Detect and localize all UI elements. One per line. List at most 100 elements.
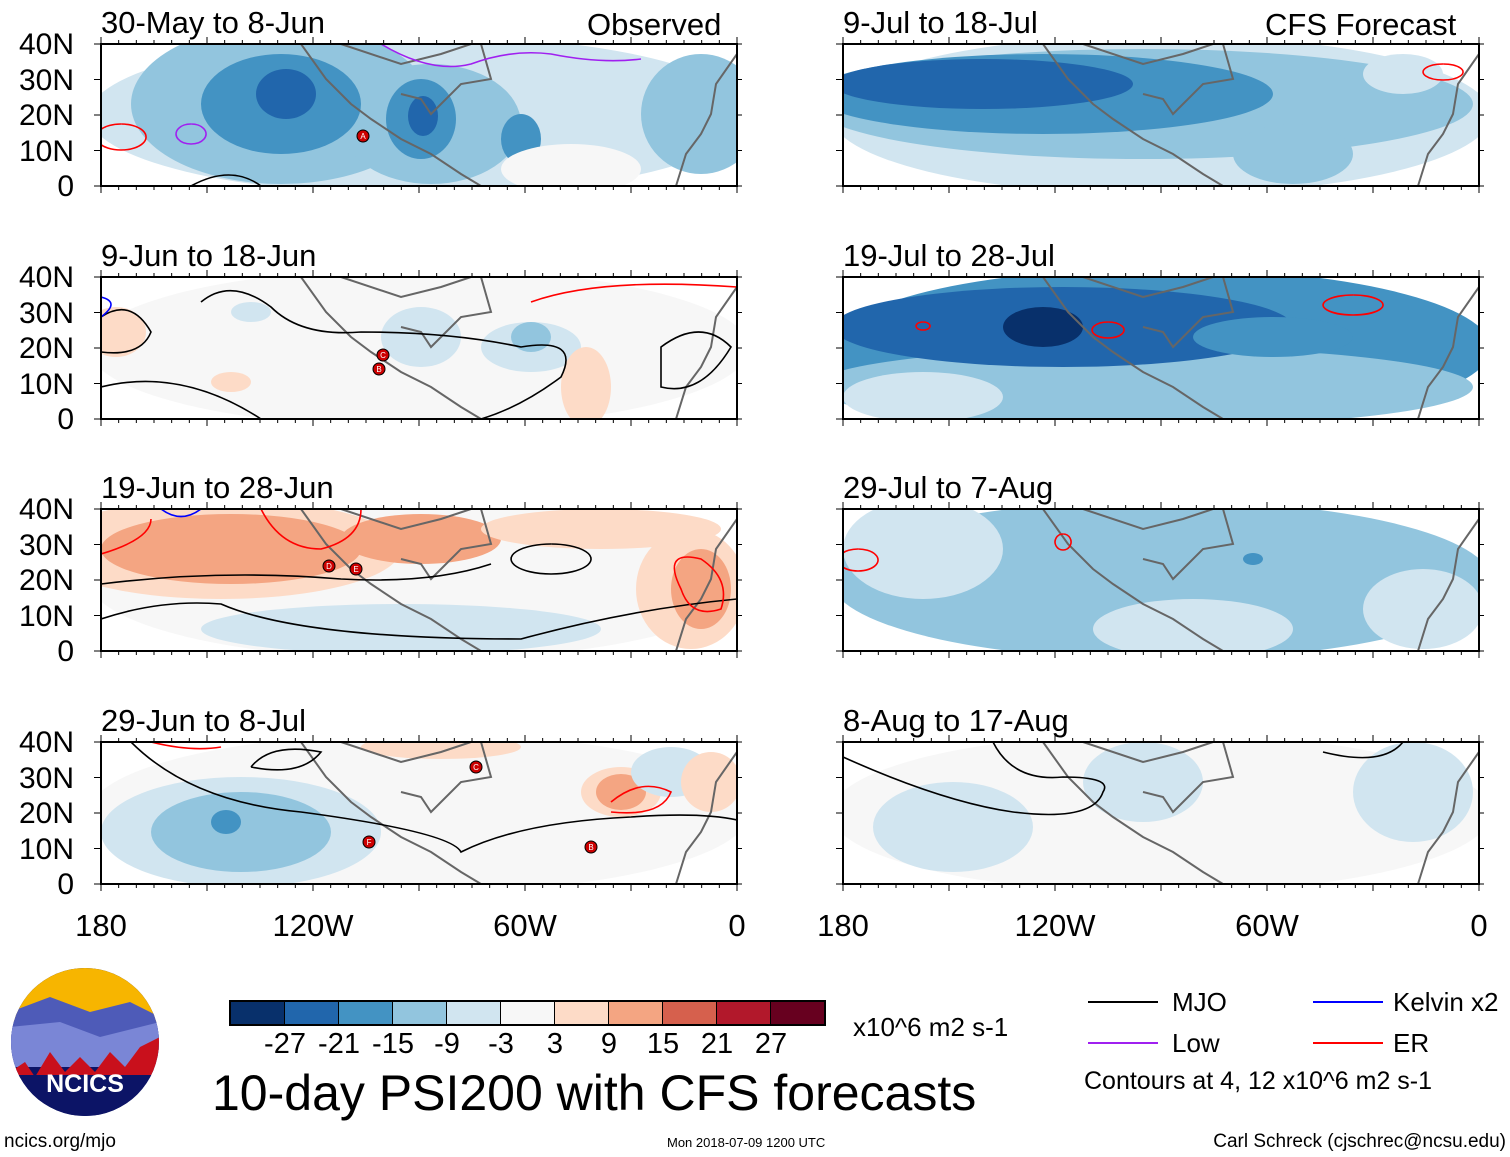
storm-marker: E — [349, 562, 363, 576]
svg-text:E: E — [353, 565, 358, 574]
svg-text:F: F — [367, 838, 372, 847]
legend-low: Low — [1172, 1028, 1220, 1058]
colorbar-swatch — [771, 1002, 824, 1024]
psi-anomaly-region — [361, 742, 521, 759]
legend-er: ER — [1393, 1028, 1430, 1058]
psi-anomaly-region — [501, 144, 641, 186]
colorbar-swatch — [447, 1002, 501, 1024]
svg-text:B: B — [376, 365, 381, 374]
panel-title: 8-Aug to 17-Aug — [843, 703, 1069, 738]
legend-line-kelvin — [1313, 1001, 1383, 1003]
colorbar — [229, 1000, 826, 1026]
colorbar-swatch — [717, 1002, 771, 1024]
y-tick-label: 30N — [18, 63, 74, 97]
contour-line — [610, 785, 673, 814]
storm-marker: C — [469, 760, 483, 774]
map-panel — [836, 735, 1484, 891]
observed-label: Observed — [587, 7, 722, 42]
contour-line — [530, 283, 737, 303]
psi-anomaly-region — [1363, 569, 1479, 649]
coastline — [1042, 44, 1479, 186]
svg-text:B: B — [588, 843, 593, 852]
contour-line — [190, 174, 262, 186]
contour-line — [101, 296, 112, 318]
storm-marker: A — [356, 129, 370, 143]
panel-title: 9-Jun to 18-Jun — [101, 238, 317, 273]
storm-marker: B — [584, 840, 598, 854]
storm-marker: B — [372, 362, 386, 376]
footer-url[interactable]: ncics.org/mjo — [4, 1131, 116, 1152]
psi-anomaly-region — [511, 322, 551, 352]
svg-text:A: A — [360, 132, 366, 141]
psi-anomaly-region — [843, 59, 1133, 109]
x-tick-label: 0 — [728, 908, 746, 943]
svg-text:D: D — [326, 562, 332, 571]
coastline — [300, 509, 737, 651]
map-panel — [836, 270, 1484, 426]
psi-anomaly-region — [231, 302, 271, 322]
y-tick-label: 30N — [18, 761, 74, 795]
colorbar-swatch — [663, 1002, 717, 1024]
footer-timestamp: Mon 2018-07-09 1200 UTC — [667, 1135, 826, 1150]
footer-author: Carl Schreck (cjschrec@ncsu.edu) — [1213, 1131, 1506, 1152]
colorbar-swatch — [501, 1002, 555, 1024]
psi-anomaly-region — [641, 54, 737, 174]
psi-anomaly-region — [843, 509, 1003, 599]
contour-line — [260, 509, 362, 550]
y-tick-label: 0 — [57, 635, 74, 668]
panel-title: 19-Jun to 28-Jun — [101, 470, 334, 505]
contour-line — [843, 742, 1106, 816]
panel-title: 30-May to 8-Jun — [101, 5, 325, 40]
psi-anomaly-region — [151, 792, 331, 872]
logo-text: NCICS — [46, 1070, 124, 1098]
x-tick-label: 0 — [1470, 908, 1488, 943]
panel-title: 29-Jul to 7-Aug — [843, 470, 1054, 505]
contour-line — [1091, 321, 1125, 339]
psi-anomaly-region — [101, 514, 361, 584]
colorbar-label: 27 — [754, 1028, 788, 1060]
storm-marker: C — [376, 348, 390, 362]
colorbar-label: -27 — [264, 1028, 306, 1060]
colorbar-swatch — [231, 1002, 285, 1024]
y-tick-label: 10N — [18, 599, 74, 633]
psi-anomaly-region — [561, 347, 611, 419]
y-tick-label: 20N — [18, 564, 74, 597]
contour-line — [101, 518, 152, 555]
y-tick-label: 20N — [18, 797, 74, 830]
contour-line — [1322, 742, 1404, 759]
psi-anomaly-region — [1353, 742, 1473, 842]
map-panel — [836, 37, 1484, 193]
x-tick-label: 60W — [493, 908, 557, 943]
legend-kelvin: Kelvin x2 — [1393, 987, 1499, 1017]
contour-line — [915, 321, 931, 331]
psi-anomaly-region — [681, 752, 737, 812]
contour-line — [660, 331, 733, 390]
coastline — [1042, 742, 1479, 884]
legend-line-mjo — [1088, 1001, 1158, 1003]
y-tick-label: 40N — [18, 493, 74, 526]
storm-marker: F — [362, 835, 376, 849]
contour-line — [160, 509, 202, 518]
colorbar-label: 15 — [646, 1028, 680, 1060]
map-panel: CB — [94, 270, 742, 426]
forecast-label: CFS Forecast — [1265, 7, 1457, 42]
psi-anomaly-region — [1243, 553, 1263, 565]
colorbar-label: 3 — [546, 1028, 564, 1060]
colorbar-label: -15 — [372, 1028, 414, 1060]
colorbar-swatch — [285, 1002, 339, 1024]
contour-line — [843, 548, 879, 572]
psi-anomaly-region — [408, 96, 438, 136]
contour-line — [1054, 533, 1072, 551]
psi-anomaly-region — [1003, 307, 1083, 347]
y-tick-label: 0 — [57, 403, 74, 436]
y-tick-label: 40N — [18, 28, 74, 61]
psi-anomaly-region — [381, 307, 461, 367]
contours-note: Contours at 4, 12 x10^6 m2 s-1 — [1084, 1067, 1433, 1095]
contour-line — [380, 44, 642, 68]
panel-title: 29-Jun to 8-Jul — [101, 703, 307, 738]
contour-line — [150, 742, 222, 750]
colorbar-label: 21 — [700, 1028, 734, 1060]
colorbar-units: x10^6 m2 s-1 — [853, 1012, 1009, 1042]
psi-anomaly-region — [101, 307, 146, 357]
legend-mjo: MJO — [1172, 987, 1227, 1017]
